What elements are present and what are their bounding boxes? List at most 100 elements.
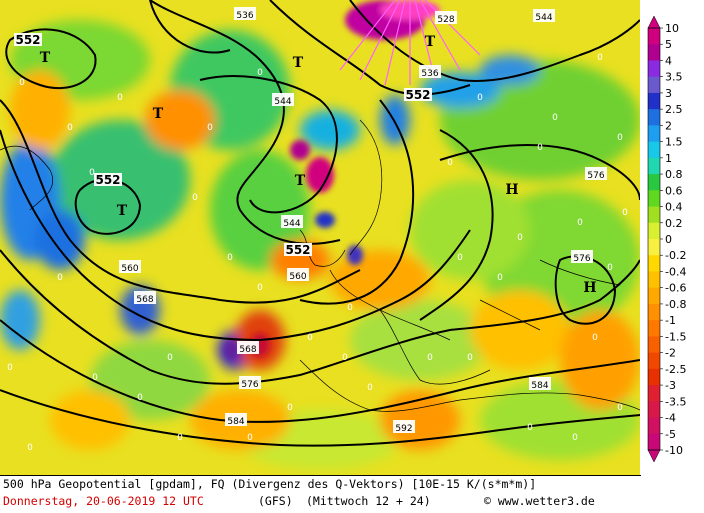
model-run: (Mittwoch 12 + 24) [306,494,431,508]
legend-swatch [648,417,660,435]
isoline-label: 568 [136,295,153,305]
legend-swatch [648,401,660,419]
isoline-label-bg [234,7,256,20]
legend-canvas: 10 5 4 3.5 3 2.5 2 1.5 1 0.8 0.6 0.4 0.2 0 -0.2 -0.4 -0.… [647,15,686,463]
isoline-label: 544 [535,13,552,23]
high-pressure-center: H [583,280,596,296]
legend-swatch [648,125,660,143]
legend-bottom-arrow [647,449,661,463]
zero-contour-mark: 0 [167,353,173,363]
isoline-label-bg [585,167,607,180]
legend-swatch [648,271,660,289]
legend-label: -5 [665,428,676,441]
zero-contour-mark: 0 [347,303,353,313]
isoline-label: 576 [573,254,590,264]
isoline-label-bg [225,413,247,426]
zero-contour-mark: 0 [427,353,433,363]
legend-swatch [648,320,660,337]
zero-contour-mark: 0 [367,383,373,393]
legend-swatch [648,336,660,354]
zero-contour-mark: 0 [457,253,463,263]
legend-swatch [648,157,660,175]
zero-contour-mark: 0 [7,363,13,373]
isoline-label-bg [14,33,42,46]
isoline-label-bg [404,88,432,101]
zero-contour-mark: 0 [467,353,473,363]
legend-label: -4 [665,412,676,425]
isoline-label-bg [571,250,593,263]
legend-label: 0.6 [665,184,683,197]
legend-swatch [648,174,660,191]
legend-label: -0.6 [665,282,686,295]
zero-contour-mark: 0 [577,218,583,228]
footer: 500 hPa Geopotential [gpdam], FQ (Diverg… [0,476,704,513]
legend-label: 1.5 [665,136,683,149]
high-pressure-center: H [505,182,518,198]
legend-swatch [648,303,660,321]
zero-contour-mark: 0 [537,143,543,153]
zero-contour-mark: 0 [257,68,263,78]
isoline-label: 576 [241,380,258,390]
isoline-label: 568 [239,345,256,355]
field-description: 500 hPa Geopotential [gpdam], FQ (Diverg… [3,477,537,491]
isoline-label-bg [281,215,303,228]
legend-label: -0.8 [665,298,686,311]
zero-contour-mark: 0 [527,423,533,433]
zero-contour-mark: 0 [552,113,558,123]
zero-contour-mark: 0 [307,333,313,343]
isoline-label: 544 [274,97,291,107]
low-pressure-center: T [40,50,51,66]
isoline-label: 544 [283,219,300,229]
zero-contour-mark: 0 [477,93,483,103]
map-labels: T T T T T T H H 552 552 552 552 544 544 544 536 536 528 56… [7,7,628,453]
zero-contour-mark: 0 [89,168,95,178]
isoline-label-bg [134,291,156,304]
low-pressure-center: T [153,106,164,122]
legend-swatch [648,28,660,45]
isoline-label-bg [272,93,294,106]
zero-contour-mark: 0 [137,393,143,403]
legend-label: -2.5 [665,363,686,376]
zero-contour-mark: 0 [117,93,123,103]
zero-contour-mark: 0 [617,133,623,143]
isoline-label: 576 [587,171,604,181]
legend-color-bar [647,15,661,463]
zero-contour-mark: 0 [227,253,233,263]
zero-contour-mark: 0 [192,193,198,203]
zero-contour-mark: 0 [92,373,98,383]
isoline-label-bg [287,268,309,281]
legend-label: 4 [665,54,672,67]
zero-contour-mark: 0 [257,283,263,293]
legend-swatch [648,141,660,159]
legend-swatch [648,287,660,305]
legend-swatch [648,60,660,78]
isoline-label-bg [94,173,122,186]
zero-contour-mark: 0 [177,433,183,443]
isoline-label: 560 [289,272,306,282]
isolines [0,0,640,447]
legend-label: -3 [665,379,676,392]
coastlines [0,119,640,412]
zero-contour-mark: 0 [517,233,523,243]
legend-swatch [648,368,660,386]
legend-label: 1 [665,152,672,165]
isoline-label-bg [419,65,441,78]
credit-link[interactable]: © www.wetter3.de [484,494,595,508]
isoline-label-bg [284,243,312,256]
isoline-label-bg [237,341,259,354]
isoline-label-bg [119,260,141,273]
zero-contour-mark: 0 [207,123,213,133]
legend-label: 0 [665,233,672,246]
legend-label: -10 [665,444,683,457]
legend-swatch [648,76,660,94]
isoline-label: 552 [95,173,120,187]
zero-contour-mark: 0 [247,433,253,443]
legend-label: -2 [665,347,676,360]
low-pressure-center: T [425,34,436,50]
low-pressure-center: T [295,173,306,189]
color-legend: 10 5 4 3.5 3 2.5 2 1.5 1 0.8 0.6 0.4 0.2 0 -0.2 -0.4 -0.… [640,0,704,475]
zero-contour-mark: 0 [607,263,613,273]
legend-top-arrow [647,15,661,29]
legend-swatch [648,222,660,240]
map-canvas: T T T T T T H H 552 552 552 552 544 544 544 536 536 528 56… [0,0,640,475]
